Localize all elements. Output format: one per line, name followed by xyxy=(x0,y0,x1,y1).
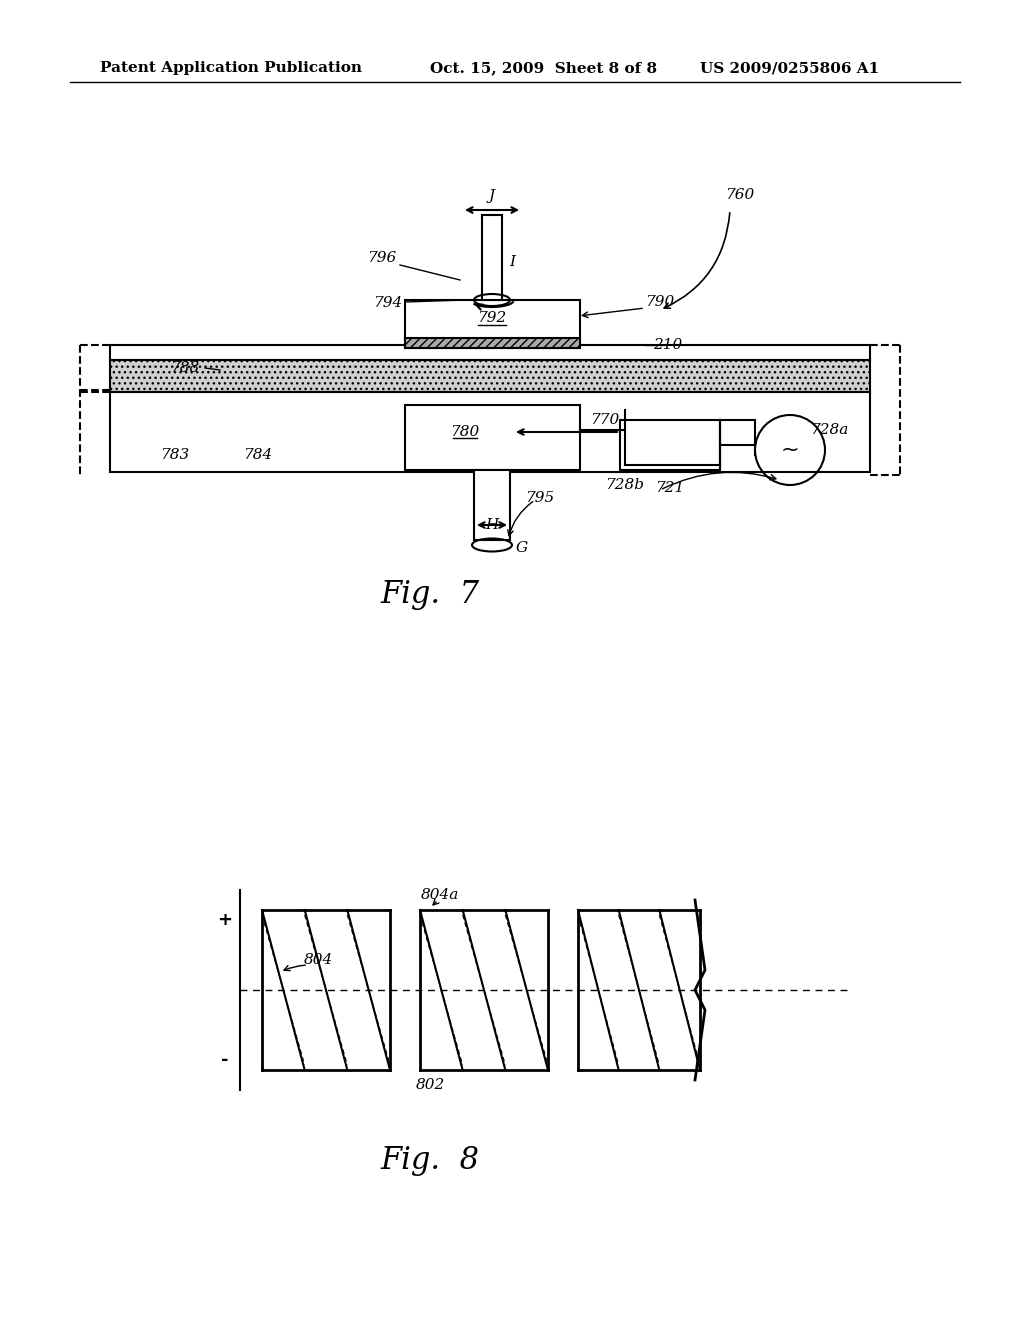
Text: J: J xyxy=(488,189,495,203)
Text: 792: 792 xyxy=(477,312,507,325)
Text: 770: 770 xyxy=(591,413,620,426)
Text: 760: 760 xyxy=(725,187,755,202)
Text: +: + xyxy=(217,911,232,929)
Text: G: G xyxy=(516,541,528,554)
Text: 794: 794 xyxy=(374,296,402,310)
Bar xyxy=(482,215,502,300)
Text: Fig.  8: Fig. 8 xyxy=(381,1144,479,1176)
Text: Fig.  7: Fig. 7 xyxy=(381,579,479,610)
Text: ~: ~ xyxy=(780,440,800,459)
Text: -: - xyxy=(221,1051,228,1069)
Text: I: I xyxy=(509,255,515,269)
Text: Oct. 15, 2009  Sheet 8 of 8: Oct. 15, 2009 Sheet 8 of 8 xyxy=(430,61,657,75)
Text: 210: 210 xyxy=(653,338,683,352)
Text: 804: 804 xyxy=(303,953,333,968)
Text: 790: 790 xyxy=(645,294,675,309)
Text: 728b: 728b xyxy=(605,478,644,492)
Text: 780: 780 xyxy=(451,425,479,440)
Bar xyxy=(110,345,870,360)
Text: US 2009/0255806 A1: US 2009/0255806 A1 xyxy=(700,61,880,75)
Text: 784: 784 xyxy=(244,447,272,462)
Bar xyxy=(620,420,720,470)
Text: 804a: 804a xyxy=(421,888,459,902)
Bar xyxy=(406,405,580,470)
Bar xyxy=(474,470,510,540)
Bar xyxy=(406,300,580,348)
Bar xyxy=(110,392,870,473)
Text: 788: 788 xyxy=(170,360,200,375)
Text: 728a: 728a xyxy=(810,422,848,437)
Text: 721: 721 xyxy=(655,480,685,495)
Bar xyxy=(110,360,870,392)
Text: 802: 802 xyxy=(416,1078,444,1092)
Bar xyxy=(406,338,580,348)
Text: 783: 783 xyxy=(161,447,189,462)
Text: 796: 796 xyxy=(368,251,396,265)
Text: H: H xyxy=(485,517,499,532)
Text: Patent Application Publication: Patent Application Publication xyxy=(100,61,362,75)
Text: 795: 795 xyxy=(525,491,555,506)
